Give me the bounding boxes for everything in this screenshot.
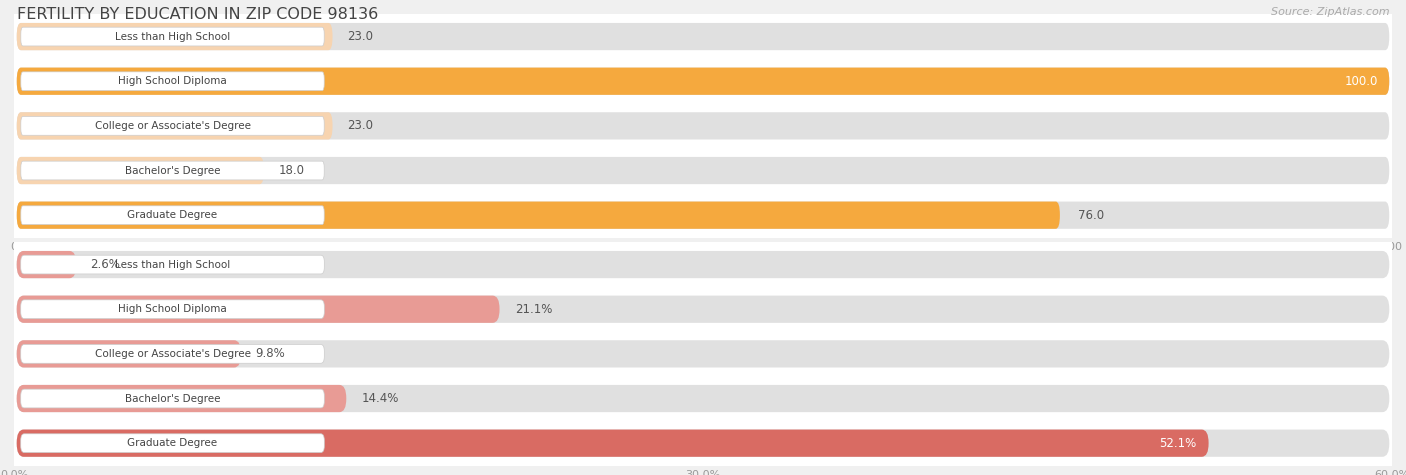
- Text: 76.0: 76.0: [1078, 209, 1104, 222]
- Text: Graduate Degree: Graduate Degree: [128, 210, 218, 220]
- Bar: [14, 287, 1392, 332]
- FancyBboxPatch shape: [21, 206, 325, 225]
- Text: 21.1%: 21.1%: [515, 303, 553, 316]
- Bar: [14, 104, 1392, 148]
- Text: Bachelor's Degree: Bachelor's Degree: [125, 165, 221, 176]
- FancyBboxPatch shape: [21, 434, 325, 453]
- Text: 9.8%: 9.8%: [256, 347, 285, 361]
- Bar: [14, 242, 1392, 287]
- FancyBboxPatch shape: [17, 201, 1389, 229]
- Text: High School Diploma: High School Diploma: [118, 76, 226, 86]
- Text: 52.1%: 52.1%: [1160, 437, 1197, 450]
- Text: 23.0: 23.0: [347, 30, 374, 43]
- FancyBboxPatch shape: [21, 27, 325, 46]
- FancyBboxPatch shape: [21, 116, 325, 135]
- FancyBboxPatch shape: [17, 157, 264, 184]
- Bar: [14, 376, 1392, 421]
- FancyBboxPatch shape: [21, 300, 325, 319]
- Text: Source: ZipAtlas.com: Source: ZipAtlas.com: [1271, 7, 1389, 17]
- Text: Bachelor's Degree: Bachelor's Degree: [125, 393, 221, 404]
- FancyBboxPatch shape: [17, 340, 1389, 368]
- Text: FERTILITY BY EDUCATION IN ZIP CODE 98136: FERTILITY BY EDUCATION IN ZIP CODE 98136: [17, 7, 378, 22]
- FancyBboxPatch shape: [17, 429, 1209, 457]
- Text: 23.0: 23.0: [347, 119, 374, 133]
- FancyBboxPatch shape: [17, 112, 333, 140]
- FancyBboxPatch shape: [17, 157, 1389, 184]
- FancyBboxPatch shape: [17, 251, 76, 278]
- FancyBboxPatch shape: [17, 201, 1060, 229]
- Text: Graduate Degree: Graduate Degree: [128, 438, 218, 448]
- FancyBboxPatch shape: [21, 255, 325, 274]
- FancyBboxPatch shape: [17, 67, 1389, 95]
- FancyBboxPatch shape: [17, 385, 346, 412]
- FancyBboxPatch shape: [17, 251, 1389, 278]
- Bar: [14, 59, 1392, 104]
- Text: High School Diploma: High School Diploma: [118, 304, 226, 314]
- FancyBboxPatch shape: [21, 344, 325, 363]
- FancyBboxPatch shape: [17, 295, 499, 323]
- FancyBboxPatch shape: [17, 112, 1389, 140]
- Bar: [14, 14, 1392, 59]
- FancyBboxPatch shape: [17, 340, 240, 368]
- Text: 2.6%: 2.6%: [90, 258, 120, 271]
- FancyBboxPatch shape: [17, 23, 333, 50]
- FancyBboxPatch shape: [17, 295, 1389, 323]
- FancyBboxPatch shape: [17, 429, 1389, 457]
- Text: College or Associate's Degree: College or Associate's Degree: [94, 121, 250, 131]
- Bar: [14, 148, 1392, 193]
- FancyBboxPatch shape: [17, 67, 1389, 95]
- Text: Less than High School: Less than High School: [115, 31, 231, 42]
- Bar: [14, 332, 1392, 376]
- Text: 18.0: 18.0: [278, 164, 305, 177]
- FancyBboxPatch shape: [17, 385, 1389, 412]
- FancyBboxPatch shape: [21, 389, 325, 408]
- Text: Less than High School: Less than High School: [115, 259, 231, 270]
- Text: College or Associate's Degree: College or Associate's Degree: [94, 349, 250, 359]
- FancyBboxPatch shape: [17, 23, 1389, 50]
- Bar: [14, 193, 1392, 238]
- Text: 100.0: 100.0: [1344, 75, 1378, 88]
- Bar: [14, 421, 1392, 466]
- FancyBboxPatch shape: [21, 72, 325, 91]
- Text: 14.4%: 14.4%: [361, 392, 399, 405]
- FancyBboxPatch shape: [21, 161, 325, 180]
